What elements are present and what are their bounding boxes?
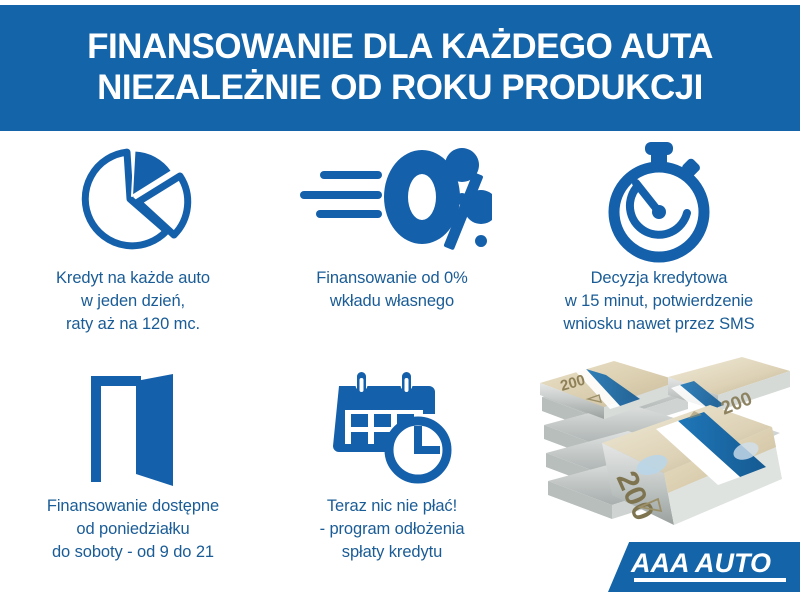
feature-caption: Finansowanie dostępne od poniedziałku do…: [46, 497, 220, 561]
feature-item-credit: Kredyt na każde auto w jeden dzień, raty…: [0, 137, 266, 335]
zero-percent-icon: [266, 137, 518, 267]
header-band: FINANSOWANIE DLA KAŻDEGO AUTA NIEZALEŻNI…: [0, 5, 800, 131]
features-grid: Kredyt na każde auto w jeden dzień, raty…: [0, 131, 800, 600]
stopwatch-icon: [518, 137, 800, 267]
logo-text: AAA AUTO: [631, 548, 771, 578]
feature-caption: Finansowanie od 0% wkładu własnego: [316, 269, 468, 310]
open-door-icon: [0, 365, 266, 495]
aaa-auto-logo[interactable]: AAA AUTO: [608, 542, 800, 592]
feature-item-deferred-payment: Teraz nic nie płać! - program odłożenia …: [266, 365, 518, 563]
pie-chart-icon: [0, 137, 266, 267]
logo-underline: [634, 578, 786, 582]
logo-background-shape: [608, 542, 800, 592]
svg-text:200: 200: [558, 372, 587, 395]
banknote-stacks-photo: 200: [540, 357, 790, 526]
money-and-logo-block: 200: [518, 355, 800, 600]
feature-item-decision-time: Decyzja kredytowa w 15 minut, potwierdze…: [518, 137, 800, 335]
feature-item-zero-percent: Finansowanie od 0% wkładu własnego: [266, 137, 518, 313]
feature-caption: Teraz nic nie płać! - program odłożenia …: [319, 497, 465, 561]
headline-line-2: NIEZALEŻNIE OD ROKU PRODUKCJI: [97, 68, 703, 107]
headline-line-1: FINANSOWANIE DLA KAŻDEGO AUTA: [87, 27, 713, 67]
feature-caption: Kredyt na każde auto w jeden dzień, raty…: [56, 269, 210, 333]
feature-caption: Decyzja kredytowa w 15 minut, potwierdze…: [563, 269, 755, 333]
feature-item-opening-hours: Finansowanie dostępne od poniedziałku do…: [0, 365, 266, 563]
calendar-clock-icon: [266, 365, 518, 495]
